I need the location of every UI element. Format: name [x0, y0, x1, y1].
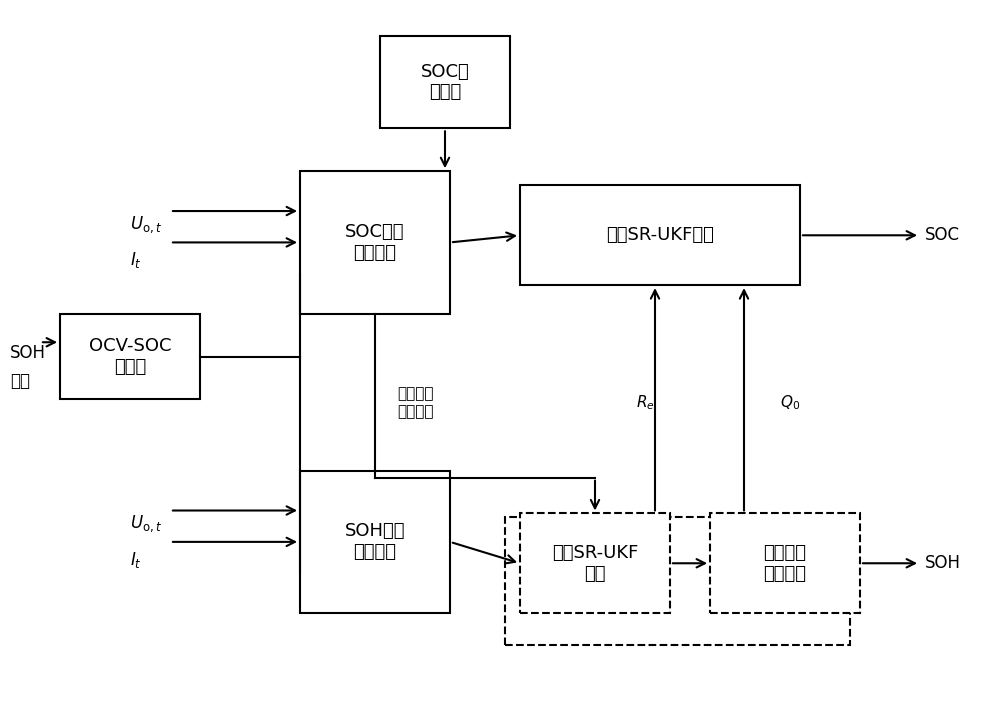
Text: $U_{\mathrm{o},t}$: $U_{\mathrm{o},t}$ [130, 215, 162, 235]
FancyBboxPatch shape [710, 513, 860, 613]
Text: SOC: SOC [925, 226, 960, 245]
FancyBboxPatch shape [60, 314, 200, 399]
Text: 荷电状态
极化电压: 荷电状态 极化电压 [397, 386, 433, 419]
FancyBboxPatch shape [380, 36, 510, 128]
Text: $U_{\mathrm{o},t}$: $U_{\mathrm{o},t}$ [130, 514, 162, 534]
Text: $R_e$: $R_e$ [636, 394, 654, 412]
Text: SOH: SOH [925, 554, 961, 573]
Text: SOC状态
空间模型: SOC状态 空间模型 [345, 223, 405, 262]
Text: 快速SR-UKF
框架: 快速SR-UKF 框架 [552, 544, 638, 583]
Text: SOH: SOH [10, 344, 46, 362]
Text: OCV-SOC
映射表: OCV-SOC 映射表 [89, 337, 171, 376]
FancyBboxPatch shape [300, 171, 450, 314]
Text: 温度: 温度 [10, 372, 30, 391]
Text: $I_t$: $I_t$ [130, 250, 142, 270]
Text: $I_t$: $I_t$ [130, 550, 142, 570]
Text: SOC初
值校准: SOC初 值校准 [421, 63, 469, 101]
Text: SOH状态
空间模型: SOH状态 空间模型 [345, 523, 405, 561]
FancyBboxPatch shape [520, 185, 800, 285]
Text: $Q_0$: $Q_0$ [780, 394, 800, 412]
Text: 恒流充电
容量校准: 恒流充电 容量校准 [764, 544, 806, 583]
FancyBboxPatch shape [300, 471, 450, 613]
FancyBboxPatch shape [520, 513, 670, 613]
Text: 快速SR-UKF框架: 快速SR-UKF框架 [606, 226, 714, 245]
